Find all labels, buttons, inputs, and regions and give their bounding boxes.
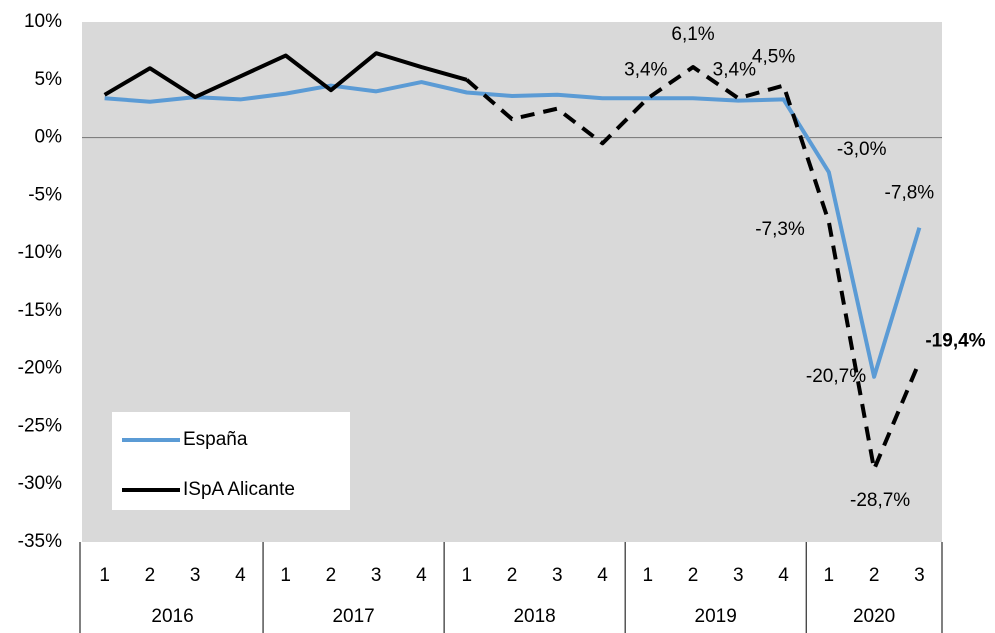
x-tick-label: 3 xyxy=(552,565,563,586)
y-tick-label: -10% xyxy=(18,242,62,263)
y-tick-label: -5% xyxy=(28,184,62,205)
x-tick-label: 4 xyxy=(597,565,608,586)
x-tick-label: 2 xyxy=(326,565,337,586)
x-tick-label: 2 xyxy=(507,565,518,586)
group-label: 2020 xyxy=(853,606,895,627)
x-tick-label: 2 xyxy=(869,565,880,586)
group-label: 2017 xyxy=(332,606,374,627)
x-tick-label: 2 xyxy=(145,565,156,586)
x-tick-label: 4 xyxy=(416,565,427,586)
x-tick-label: 1 xyxy=(280,565,291,586)
y-tick-label: -20% xyxy=(18,358,62,379)
data-label: 3,4% xyxy=(624,59,667,80)
series-line xyxy=(465,65,922,472)
data-label: 4,5% xyxy=(752,47,795,68)
legend-label: ISpA Alicante xyxy=(183,479,295,500)
data-label: -7,3% xyxy=(755,219,805,240)
group-label: 2016 xyxy=(151,606,193,627)
x-tick-label: 4 xyxy=(778,565,789,586)
x-tick-label: 1 xyxy=(461,565,472,586)
data-label: -19,4% xyxy=(925,331,985,352)
x-tick-label: 3 xyxy=(914,565,925,586)
series-line xyxy=(103,51,468,100)
y-tick-label: -35% xyxy=(18,531,62,552)
data-label: -3,0% xyxy=(837,139,887,160)
x-tick-label: 1 xyxy=(99,565,110,586)
x-tick-label: 3 xyxy=(371,565,382,586)
series-line xyxy=(104,80,922,379)
y-tick-label: 10% xyxy=(24,11,62,32)
y-tick-label: -15% xyxy=(18,300,62,321)
x-tick-label: 3 xyxy=(190,565,201,586)
y-tick-label: 5% xyxy=(35,69,63,90)
x-tick-label: 2 xyxy=(688,565,699,586)
x-tick-label: 3 xyxy=(733,565,744,586)
x-tick-label: 4 xyxy=(235,565,246,586)
group-label: 2018 xyxy=(513,606,555,627)
data-label: -7,8% xyxy=(885,183,935,204)
data-label: -20,7% xyxy=(806,366,866,387)
legend-box xyxy=(112,412,350,510)
y-tick-label: -25% xyxy=(18,415,62,436)
legend-label: España xyxy=(183,429,248,450)
group-label: 2019 xyxy=(695,606,737,627)
data-label: -28,7% xyxy=(850,490,910,511)
data-label: 3,4% xyxy=(713,59,756,80)
x-tick-label: 1 xyxy=(643,565,654,586)
x-tick-label: 1 xyxy=(824,565,835,586)
data-label: 6,1% xyxy=(671,24,714,45)
y-tick-label: -30% xyxy=(18,473,62,494)
y-tick-label: 0% xyxy=(35,127,63,148)
